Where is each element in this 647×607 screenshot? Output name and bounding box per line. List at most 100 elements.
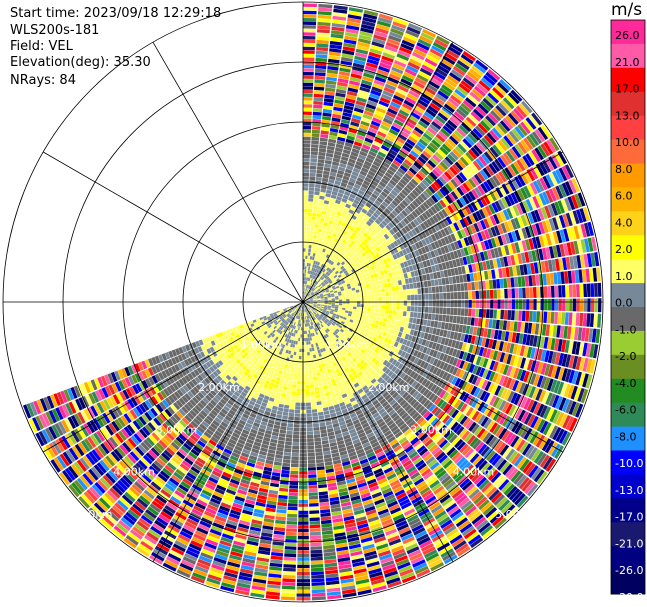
ppi-gate — [332, 110, 343, 116]
ppi-gate — [462, 182, 471, 192]
ppi-gate — [352, 187, 360, 193]
ppi-gate — [303, 248, 306, 252]
ppi-gate — [493, 309, 497, 319]
ppi-gate — [303, 233, 307, 238]
ppi-gate — [357, 130, 366, 137]
ppi-gate — [305, 373, 309, 378]
ppi-gate — [380, 229, 386, 236]
ppi-gate — [459, 274, 464, 283]
ppi-gate — [311, 140, 319, 145]
ppi-gate — [365, 202, 372, 209]
ppi-gate — [306, 344, 309, 349]
ppi-gate — [366, 220, 372, 227]
ppi-gate — [343, 42, 356, 49]
ppi-gate — [558, 285, 562, 298]
ppi-gate — [423, 280, 428, 288]
ppi-gate — [305, 395, 311, 399]
ppi-gate — [315, 292, 319, 295]
ppi-gate — [410, 132, 420, 141]
ppi-gate — [393, 173, 402, 181]
ppi-gate — [418, 240, 424, 248]
ppi-gate — [431, 121, 442, 130]
ppi-gate — [348, 291, 353, 294]
ppi-gate — [486, 149, 497, 160]
ppi-gate — [406, 138, 416, 147]
ppi-gate — [557, 312, 562, 325]
ppi-gate — [304, 355, 308, 360]
ppi-gate — [414, 144, 424, 153]
ppi-gate — [346, 94, 357, 100]
ppi-gate — [321, 288, 325, 291]
ppi-gate — [436, 300, 440, 307]
ppi-gate — [346, 251, 351, 256]
ppi-gate — [382, 210, 389, 217]
ppi-gate — [354, 266, 359, 271]
ppi-gate — [410, 294, 415, 301]
ppi-gate — [331, 224, 336, 230]
ppi-gate — [425, 293, 429, 300]
ppi-gate — [311, 287, 314, 291]
ppi-gate — [361, 226, 367, 232]
ppi-gate — [352, 309, 357, 313]
ppi-gate — [368, 282, 373, 287]
ppi-gate — [384, 313, 389, 319]
ppi-gate — [469, 91, 482, 103]
ppi-gate — [435, 307, 440, 314]
ppi-gate — [485, 71, 498, 84]
ppi-gate — [424, 210, 432, 218]
ppi-gate — [458, 171, 468, 182]
ppi-gate — [330, 213, 336, 218]
ppi-gate — [370, 89, 382, 97]
ppi-gate — [396, 305, 400, 311]
ppi-gate — [486, 290, 490, 299]
ppi-gate — [504, 167, 514, 179]
ppi-gate — [303, 219, 307, 223]
ppi-gate — [311, 582, 325, 586]
ppi-gate — [401, 161, 411, 170]
ppi-gate — [510, 89, 523, 102]
ppi-gate — [412, 129, 422, 138]
ppi-gate — [413, 80, 425, 89]
ppi-gate — [305, 334, 308, 338]
ppi-gate — [332, 273, 336, 277]
ppi-gate — [320, 217, 325, 222]
ppi-gate — [471, 308, 476, 317]
ppi-gate — [364, 176, 372, 183]
ppi-gate — [465, 193, 473, 203]
ppi-gate — [489, 289, 494, 299]
ppi-gate — [332, 253, 337, 258]
ppi-gate — [382, 301, 386, 305]
ppi-gate — [365, 157, 374, 164]
ppi-gate — [399, 202, 406, 210]
ppi-gate — [314, 276, 317, 281]
ppi-gate — [406, 311, 411, 317]
ppi-gate — [310, 292, 314, 295]
ppi-gate — [399, 310, 404, 316]
ppi-gate — [396, 194, 404, 202]
ppi-gate — [385, 300, 390, 305]
ppi-gate — [430, 279, 435, 287]
ppi-gate — [330, 194, 337, 199]
ppi-gate — [462, 154, 472, 164]
ppi-gate — [415, 173, 424, 181]
ppi-gate — [587, 298, 591, 312]
ppi-gate — [381, 248, 387, 255]
ppi-gate — [364, 137, 374, 144]
ppi-gate — [356, 177, 364, 183]
ppi-gate — [406, 170, 415, 178]
ppi-gate — [331, 304, 335, 307]
ppi-gate — [310, 230, 314, 235]
ppi-gate — [497, 289, 501, 299]
ppi-gate — [421, 179, 430, 188]
ppi-gate — [403, 159, 413, 167]
ppi-gate — [399, 178, 408, 186]
ppi-gate — [382, 141, 392, 149]
ppi-gate — [424, 58, 438, 67]
ppi-gate — [355, 48, 369, 55]
ppi-gate — [372, 236, 378, 243]
ppi-gate — [305, 398, 311, 403]
ppi-gate — [374, 293, 379, 297]
ppi-gate — [310, 553, 323, 558]
ppi-gate — [526, 135, 537, 148]
ppi-gate — [346, 299, 350, 302]
